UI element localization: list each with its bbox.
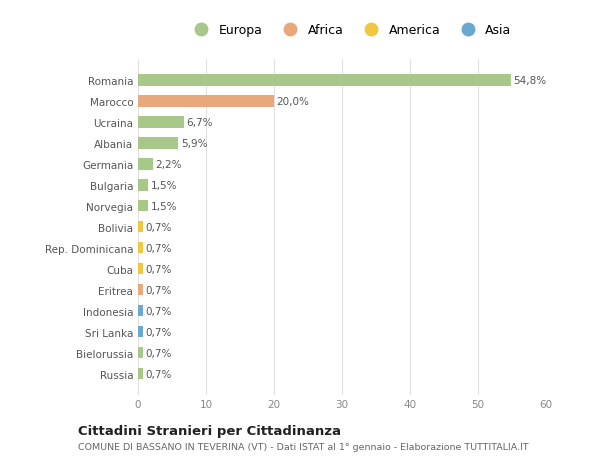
Text: 6,7%: 6,7%	[186, 118, 213, 128]
Bar	[138, 242, 143, 254]
Bar	[138, 263, 143, 275]
Text: 0,7%: 0,7%	[145, 264, 172, 274]
Bar	[138, 368, 143, 380]
Text: 5,9%: 5,9%	[181, 139, 208, 148]
Bar	[138, 326, 143, 338]
Text: 1,5%: 1,5%	[151, 180, 178, 190]
Bar	[138, 221, 143, 233]
Bar	[138, 96, 274, 107]
Text: 0,7%: 0,7%	[145, 369, 172, 379]
Bar	[138, 284, 143, 296]
Legend: Europa, Africa, America, Asia: Europa, Africa, America, Asia	[184, 19, 517, 42]
Text: 0,7%: 0,7%	[145, 306, 172, 316]
Text: 0,7%: 0,7%	[145, 285, 172, 295]
Text: COMUNE DI BASSANO IN TEVERINA (VT) - Dati ISTAT al 1° gennaio - Elaborazione TUT: COMUNE DI BASSANO IN TEVERINA (VT) - Dat…	[78, 442, 529, 451]
Bar	[138, 201, 148, 212]
Bar	[138, 117, 184, 128]
Bar	[138, 138, 178, 149]
Text: 54,8%: 54,8%	[514, 76, 547, 86]
Text: 0,7%: 0,7%	[145, 243, 172, 253]
Text: 0,7%: 0,7%	[145, 348, 172, 358]
Bar	[138, 347, 143, 358]
Text: Cittadini Stranieri per Cittadinanza: Cittadini Stranieri per Cittadinanza	[78, 424, 341, 437]
Text: 20,0%: 20,0%	[277, 96, 310, 106]
Bar	[138, 75, 511, 86]
Text: 2,2%: 2,2%	[155, 159, 182, 169]
Bar	[138, 159, 153, 170]
Text: 0,7%: 0,7%	[145, 222, 172, 232]
Text: 0,7%: 0,7%	[145, 327, 172, 337]
Text: 1,5%: 1,5%	[151, 202, 178, 211]
Bar	[138, 305, 143, 317]
Bar	[138, 179, 148, 191]
